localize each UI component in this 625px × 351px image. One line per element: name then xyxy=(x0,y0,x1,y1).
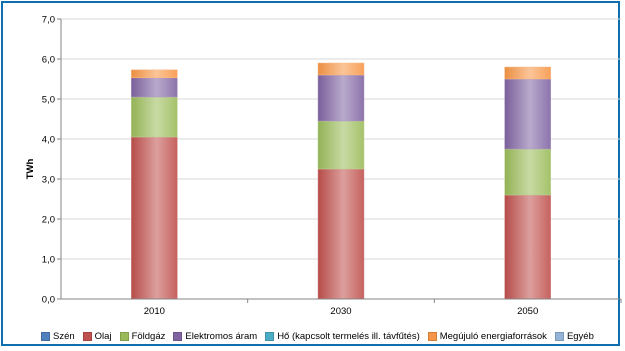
y-tick-label: 7,0 xyxy=(42,15,55,26)
legend-item: Elektromos áram xyxy=(173,331,257,342)
legend-label: Szén xyxy=(53,330,75,342)
bar-segment xyxy=(317,120,365,170)
legend-swatch xyxy=(554,331,564,341)
legend-swatch xyxy=(427,331,437,341)
y-tick-label: 3,0 xyxy=(42,175,55,186)
legend-label: Hő (kapcsolt termelés ill. távfűtés) xyxy=(277,330,420,342)
bars xyxy=(131,62,551,300)
legend-item: Olaj xyxy=(82,330,112,342)
bar-segment xyxy=(131,77,178,98)
legend-label: Megújuló energiaforrások xyxy=(439,330,547,342)
x-tick-label: 2050 xyxy=(517,306,538,317)
legend-swatch xyxy=(173,331,183,341)
bar-segment xyxy=(317,168,365,300)
legend: Szén Olaj Földgáz Elektromos áram Hő (kapcso… xyxy=(41,328,602,344)
legend-item: Szén xyxy=(41,331,75,342)
bar-segment xyxy=(504,66,551,80)
legend-item: Egyéb xyxy=(554,330,594,342)
legend-swatch xyxy=(265,331,275,341)
legend-item: Földgáz xyxy=(119,330,166,342)
legend-swatch xyxy=(82,331,92,341)
legend-swatch xyxy=(41,331,50,341)
y-tick-label: 5,0 xyxy=(42,95,55,106)
chart-frame: 0,0 1,0 2,0 3,0 4,0 5,0 6,0 7,0 2010 2030 2050 TWh… xyxy=(1,1,622,346)
y-tick-label: 0,0 xyxy=(42,295,55,306)
x-tick-label: 2030 xyxy=(330,306,351,317)
legend-item: Megújuló energiaforrások xyxy=(427,330,547,342)
y-tick-label: 6,0 xyxy=(42,55,55,66)
bar-segment xyxy=(317,74,365,122)
bar-segment xyxy=(504,148,551,196)
y-tick-label: 4,0 xyxy=(42,135,55,146)
stacked-bar-chart: 0,0 1,0 2,0 3,0 4,0 5,0 6,0 7,0 2010 2030 2050 TWh xyxy=(25,15,622,317)
x-tick-label: 2010 xyxy=(144,306,165,317)
legend-item: Hő (kapcsolt termelés ill. távfűtés) xyxy=(265,331,420,342)
bar-segment xyxy=(131,96,178,138)
bar-segment xyxy=(504,78,551,150)
y-tick-label: 1,0 xyxy=(42,255,55,266)
y-tick-label: 2,0 xyxy=(42,215,55,226)
legend-swatch xyxy=(119,331,129,341)
y-axis-title: TWh xyxy=(25,159,36,180)
bar-segment xyxy=(317,62,365,76)
bar-segment xyxy=(131,136,178,300)
bar-segment xyxy=(504,194,551,300)
axes: 0,0 1,0 2,0 3,0 4,0 5,0 6,0 7,0 2010 2030 2050 xyxy=(42,15,622,317)
legend-label: Elektromos áram xyxy=(185,330,258,342)
legend-label: Földgáz xyxy=(131,330,166,342)
legend-label: Olaj xyxy=(94,330,112,342)
legend-label: Egyéb xyxy=(566,330,594,342)
bar-segment xyxy=(131,69,178,79)
